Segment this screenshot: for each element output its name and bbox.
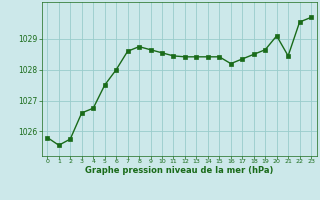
X-axis label: Graphe pression niveau de la mer (hPa): Graphe pression niveau de la mer (hPa) — [85, 166, 273, 175]
